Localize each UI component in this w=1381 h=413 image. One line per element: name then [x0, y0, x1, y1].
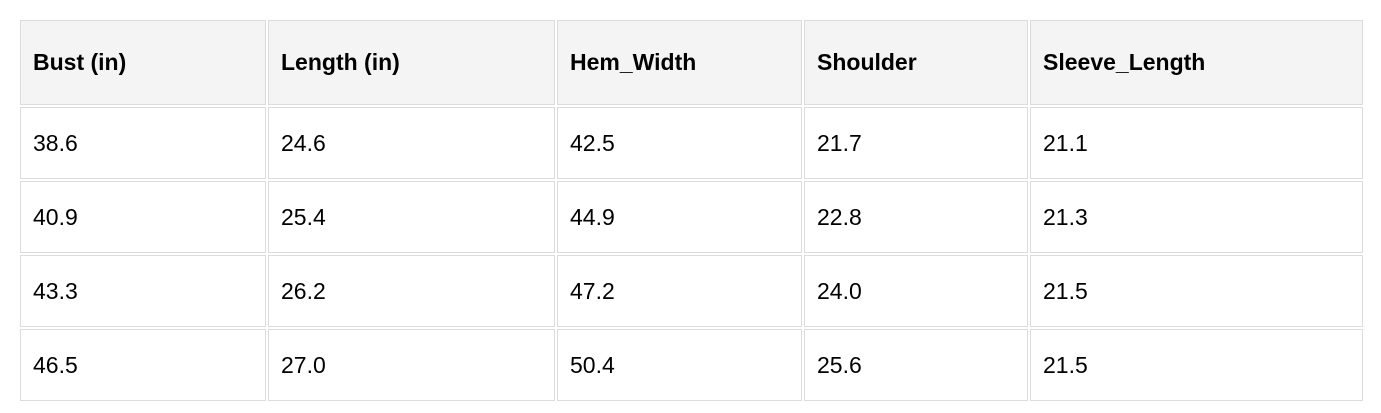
cell-length: 26.2 — [268, 255, 555, 327]
measurements-table: Bust (in) Length (in) Hem_Width Shoulder… — [18, 18, 1365, 403]
header-row: Bust (in) Length (in) Hem_Width Shoulder… — [20, 20, 1363, 105]
cell-length: 24.6 — [268, 107, 555, 179]
cell-hem-width: 47.2 — [557, 255, 802, 327]
cell-shoulder: 21.7 — [804, 107, 1028, 179]
cell-length: 25.4 — [268, 181, 555, 253]
cell-bust: 40.9 — [20, 181, 266, 253]
cell-sleeve-length: 21.1 — [1030, 107, 1363, 179]
header-bust: Bust (in) — [20, 20, 266, 105]
cell-sleeve-length: 21.3 — [1030, 181, 1363, 253]
header-hem-width: Hem_Width — [557, 20, 802, 105]
cell-hem-width: 50.4 — [557, 329, 802, 401]
table-row: 43.3 26.2 47.2 24.0 21.5 — [20, 255, 1363, 327]
table-row: 40.9 25.4 44.9 22.8 21.3 — [20, 181, 1363, 253]
header-length: Length (in) — [268, 20, 555, 105]
cell-shoulder: 24.0 — [804, 255, 1028, 327]
cell-hem-width: 42.5 — [557, 107, 802, 179]
cell-sleeve-length: 21.5 — [1030, 255, 1363, 327]
table-row: 46.5 27.0 50.4 25.6 21.5 — [20, 329, 1363, 401]
header-sleeve-length: Sleeve_Length — [1030, 20, 1363, 105]
cell-bust: 43.3 — [20, 255, 266, 327]
header-shoulder: Shoulder — [804, 20, 1028, 105]
cell-length: 27.0 — [268, 329, 555, 401]
cell-bust: 46.5 — [20, 329, 266, 401]
cell-bust: 38.6 — [20, 107, 266, 179]
cell-sleeve-length: 21.5 — [1030, 329, 1363, 401]
table-row: 38.6 24.6 42.5 21.7 21.1 — [20, 107, 1363, 179]
cell-shoulder: 25.6 — [804, 329, 1028, 401]
cell-shoulder: 22.8 — [804, 181, 1028, 253]
cell-hem-width: 44.9 — [557, 181, 802, 253]
